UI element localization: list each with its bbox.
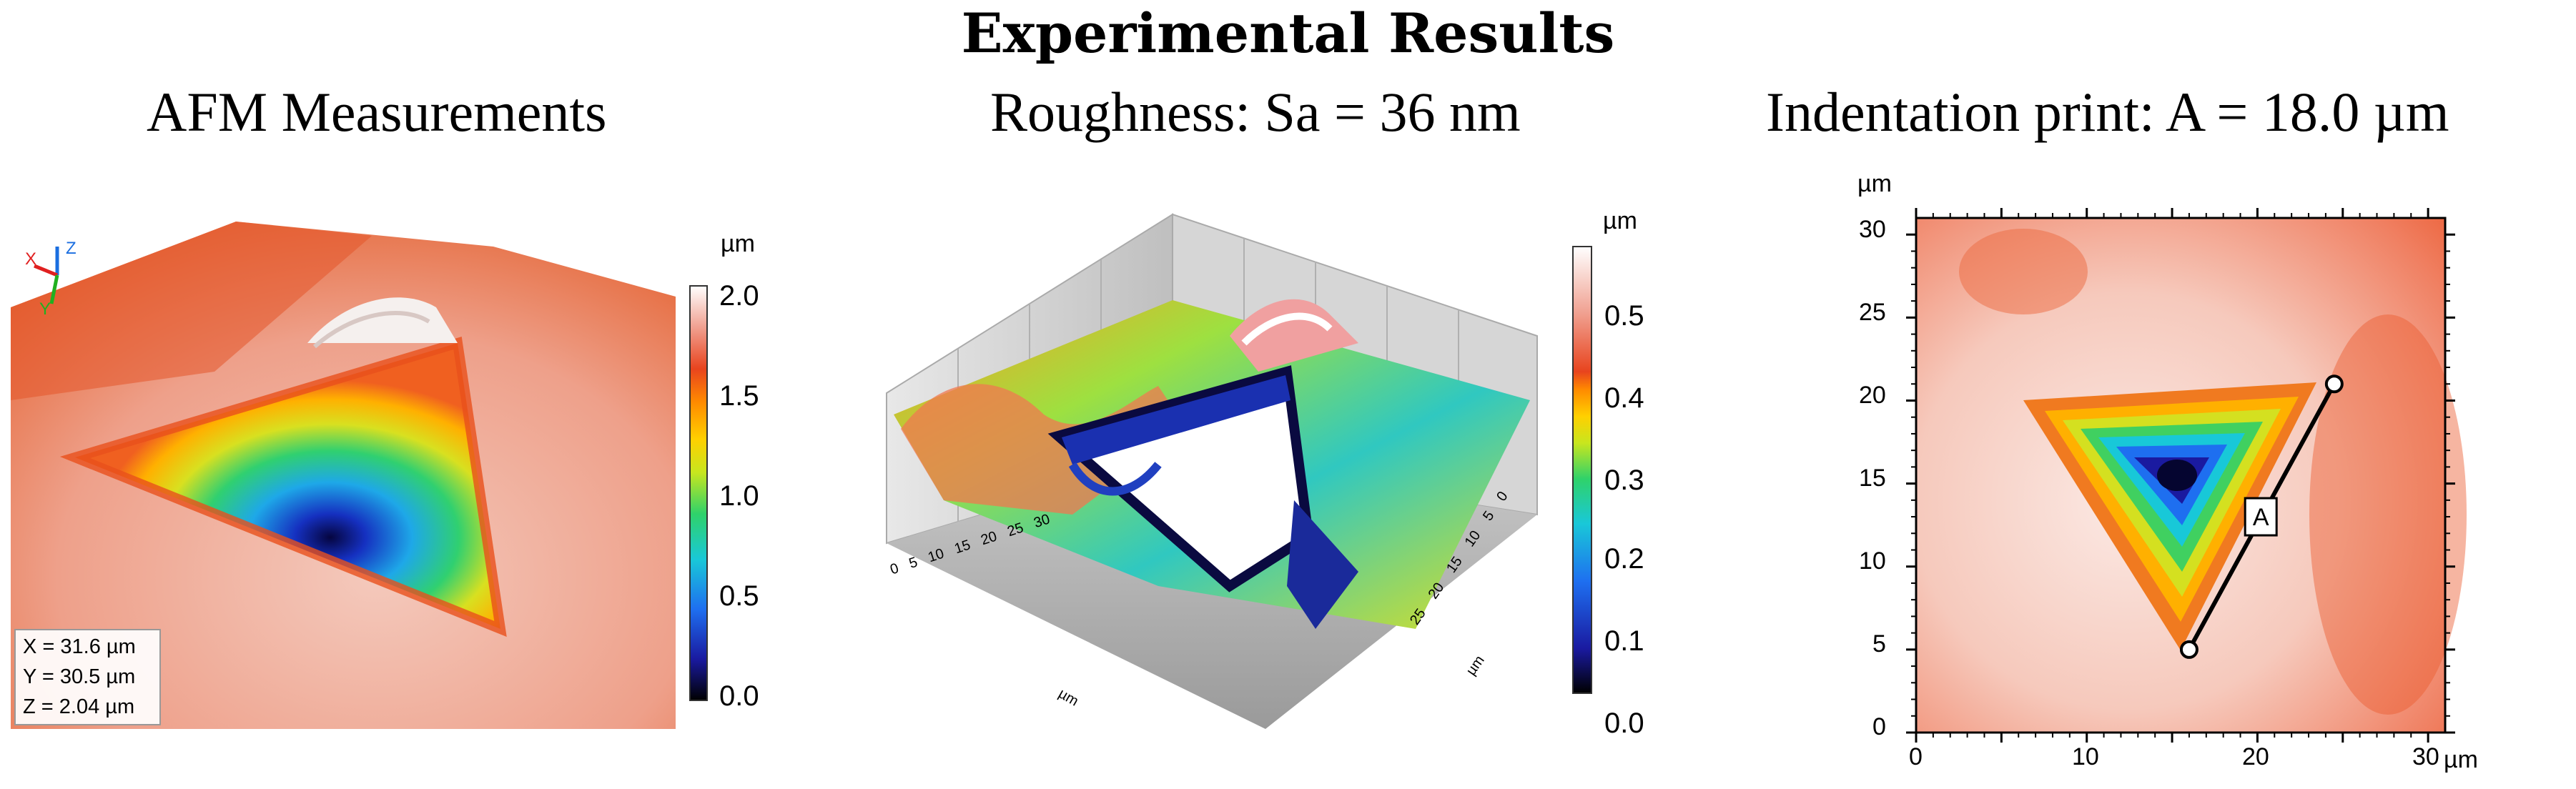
axis-x-label: X — [25, 249, 36, 269]
roughness-3d-view — [886, 213, 1592, 729]
axis-y-label: Y — [39, 299, 51, 319]
measurement-label: A — [2253, 504, 2269, 531]
y-tick-label: 15 — [1859, 465, 1886, 492]
map-frame — [1915, 217, 2447, 734]
indentation-panel-title: Indentation print: A = 18.0 µm — [1766, 81, 2449, 143]
axis-triad-icon: Z X Y — [25, 239, 77, 319]
roughness-cb-tick: 0.2 — [1604, 543, 1644, 575]
afm-cb-tick: 1.5 — [719, 380, 759, 412]
y-tick-label: 10 — [1859, 547, 1886, 575]
main-title: Experimental Results — [961, 1, 1615, 65]
axis-z-label: Z — [66, 239, 77, 258]
roughness-cb-tick: 0.5 — [1604, 300, 1644, 332]
y-tick-label: 0 — [1872, 713, 1886, 740]
roughness-colorbar — [1572, 246, 1592, 694]
roughness-colorbar-unit: µm — [1603, 207, 1637, 234]
roughness-cb-tick: 0.0 — [1604, 708, 1644, 739]
indentation-map: A — [1906, 208, 2467, 743]
afm-panel-title: AFM Measurements — [147, 81, 607, 143]
afm-colorbar-unit: µm — [721, 230, 755, 257]
afm-dim-z: Z = 2.04 µm — [23, 695, 135, 718]
afm-cb-tick: 0.0 — [719, 680, 759, 712]
map-x-unit: µm — [2444, 746, 2478, 773]
x-tick-label: 0 — [1909, 743, 1923, 770]
afm-dimension-box: X = 31.6 µm Y = 30.5 µm Z = 2.04 µm — [14, 629, 161, 725]
roughness-cb-tick: 0.4 — [1604, 382, 1644, 414]
x-tick-label: 30 — [2412, 743, 2439, 770]
y-tick-label: 30 — [1859, 216, 1886, 243]
x-tick-label: 10 — [2072, 743, 2099, 770]
roughness-cb-tick: 0.3 — [1604, 465, 1644, 496]
y-tick-label: 25 — [1859, 299, 1886, 326]
x-tick-label: 20 — [2242, 743, 2269, 770]
roughness-panel-title: Roughness: Sa = 36 nm — [990, 81, 1521, 143]
afm-cb-tick: 0.5 — [719, 580, 759, 612]
measurement-label-box — [2244, 497, 2278, 537]
measurement-point-end — [2324, 374, 2344, 394]
afm-cb-tick: 1.0 — [719, 480, 759, 512]
afm-3d-view: Z X Y — [11, 222, 708, 729]
y-tick-label: 20 — [1859, 382, 1886, 409]
afm-colorbar — [689, 285, 708, 701]
roughness-cb-tick: 0.1 — [1604, 625, 1644, 657]
afm-dim-x: X = 31.6 µm — [23, 635, 136, 658]
measurement-point-start — [2179, 640, 2199, 659]
afm-cb-tick: 2.0 — [719, 280, 759, 312]
axis-ticks — [1906, 208, 2455, 743]
afm-dim-y: Y = 30.5 µm — [23, 665, 136, 688]
map-y-unit: µm — [1857, 170, 1892, 197]
y-tick-label: 5 — [1872, 630, 1886, 658]
